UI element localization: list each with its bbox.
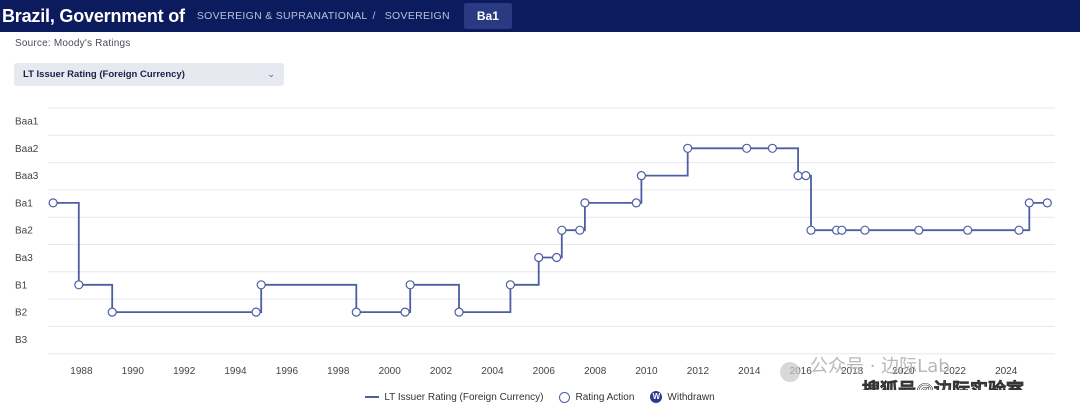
- wechat-icon: [780, 362, 800, 382]
- rating-action-point: [351, 307, 361, 317]
- rating-action-point: [767, 143, 778, 153]
- y-tick-label: B2: [15, 308, 28, 319]
- x-tick-label: 2014: [738, 366, 761, 377]
- legend-rating-action: Rating Action: [559, 391, 635, 403]
- x-tick-label: 2006: [533, 366, 556, 377]
- rating-action-point: [1014, 225, 1024, 235]
- rating-action-point: [575, 225, 585, 235]
- legend-withdrawn-label: Withdrawn: [667, 391, 715, 403]
- rating-action-point: [742, 143, 752, 153]
- rating-action-point: [837, 225, 847, 235]
- rating-history-chart: Baa1 Baa2 Baa3 Ba1 Ba2 Ba3 B1 B2 B3 1988 1990 1992 1…: [15, 107, 1055, 390]
- header-bar: Brazil, Government of SOVEREIGN & SUPRAN…: [0, 0, 1080, 32]
- source-note: Source: Moody's Ratings: [15, 38, 131, 49]
- rating-action-point: [454, 307, 464, 317]
- rating-action-point: [963, 225, 973, 235]
- rating-action-point: [405, 280, 415, 290]
- rating-action-point: [914, 225, 924, 235]
- rating-action-point: [683, 143, 693, 153]
- x-tick-label: 1998: [327, 366, 350, 377]
- y-tick-label: B1: [15, 280, 28, 291]
- x-tick-label: 2024: [995, 366, 1018, 377]
- x-tick-label: 2010: [635, 366, 658, 377]
- rating-action-point: [1024, 198, 1034, 208]
- y-tick-label: Ba1: [15, 198, 33, 209]
- y-tick-label: Ba3: [15, 253, 33, 264]
- issuer-title: Brazil, Government of: [2, 5, 185, 26]
- x-tick-label: 2000: [379, 366, 402, 377]
- x-tick-label: 2018: [841, 366, 864, 377]
- series-line: [53, 147, 1048, 313]
- y-tick-label: Baa2: [15, 144, 39, 155]
- rating-action-point: [74, 280, 84, 290]
- rating-action-point: [505, 280, 515, 290]
- circle-marker-icon: [559, 391, 571, 403]
- rating-action-point: [801, 171, 811, 181]
- x-tick-label: 1990: [122, 366, 145, 377]
- breadcrumb-sector[interactable]: SOVEREIGN & SUPRANATIONAL: [196, 10, 368, 22]
- rating-action-point: [580, 198, 590, 208]
- rating-action-point: [793, 171, 803, 181]
- legend-series-label: LT Issuer Rating (Foreign Currency): [384, 391, 544, 403]
- rating-action-point: [631, 198, 641, 208]
- rating-action-point: [551, 252, 562, 263]
- rating-action-point: [806, 225, 816, 235]
- rating-action-point: [48, 198, 58, 208]
- watermark-text: 公众号 · 边际Lab: [810, 356, 950, 377]
- breadcrumb-type[interactable]: SOVEREIGN: [384, 10, 450, 22]
- breadcrumb-separator: /: [372, 10, 376, 22]
- x-tick-label: 2004: [481, 366, 504, 377]
- y-tick-label: Baa3: [15, 171, 39, 182]
- rating-action-point: [860, 225, 870, 235]
- y-tick-label: Baa1: [15, 117, 39, 128]
- rating-action-point: [557, 225, 567, 235]
- x-tick-label: 1994: [224, 366, 247, 377]
- rating-action-point: [251, 307, 261, 317]
- rating-action-point: [107, 307, 117, 317]
- x-tick-label: 2008: [584, 366, 607, 377]
- x-tick-label: 2016: [790, 366, 813, 377]
- rating-action-point: [400, 307, 410, 317]
- x-tick-label: 1988: [70, 366, 93, 377]
- current-rating-badge[interactable]: Ba1: [463, 3, 512, 29]
- chart-legend: LT Issuer Rating (Foreign Currency) Rati…: [0, 388, 1080, 406]
- chevron-down-icon: ⌄: [267, 69, 275, 79]
- legend-action-label: Rating Action: [575, 391, 635, 403]
- y-tick-label: Ba2: [15, 226, 33, 237]
- line-swatch-icon: [365, 396, 380, 398]
- rating-action-point: [534, 252, 544, 263]
- withdrawn-marker-icon: W: [650, 391, 663, 403]
- x-tick-label: 2012: [687, 366, 710, 377]
- x-tick-label: 2020: [892, 366, 915, 377]
- y-tick-label: B3: [15, 335, 28, 346]
- dropdown-selected-label: LT Issuer Rating (Foreign Currency): [23, 69, 185, 80]
- rating-action-point: [1042, 198, 1052, 208]
- legend-withdrawn: W Withdrawn: [650, 391, 715, 403]
- x-tick-label: 1992: [173, 366, 196, 377]
- x-tick-label: 2022: [944, 366, 967, 377]
- watermark-footer: 搜狐号@边际实验室: [862, 379, 1024, 390]
- legend-series: LT Issuer Rating (Foreign Currency): [365, 392, 543, 403]
- x-tick-label: 2002: [430, 366, 453, 377]
- rating-type-dropdown[interactable]: LT Issuer Rating (Foreign Currency) ⌄: [14, 63, 284, 86]
- rating-action-point: [636, 171, 647, 181]
- rating-action-point: [256, 280, 266, 290]
- x-tick-label: 1996: [276, 366, 299, 377]
